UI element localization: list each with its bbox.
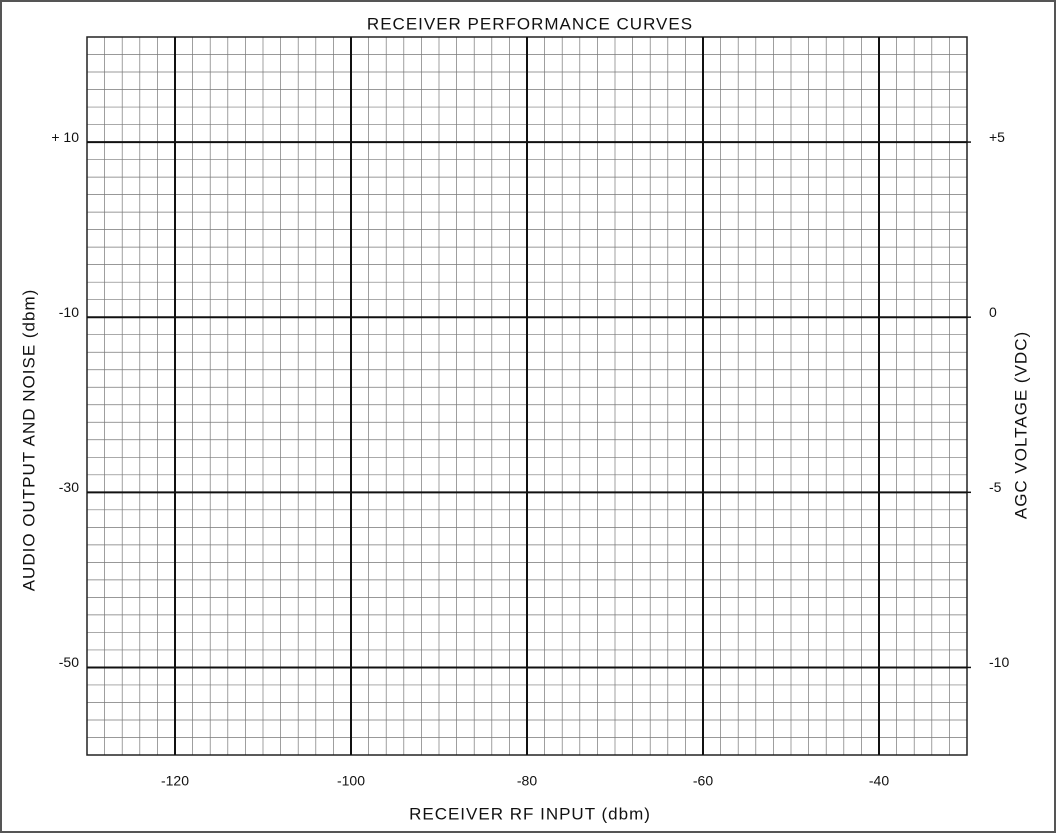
y-axis-label: AUDIO OUTPUT AND NOISE (dbm)	[19, 289, 38, 592]
y-tick-label: + 10	[51, 129, 79, 145]
y-tick-label: -50	[59, 654, 79, 670]
x-axis-label: RECEIVER RF INPUT (dbm)	[409, 804, 651, 823]
x-tick-label: -80	[517, 773, 537, 789]
y2-tick-label: -10	[989, 654, 1009, 670]
x-tick-label: -40	[869, 773, 889, 789]
x-tick-label: -100	[337, 773, 365, 789]
x-tick-label: -60	[693, 773, 713, 789]
x-tick-label: -120	[161, 773, 189, 789]
y-tick-label: -30	[59, 479, 79, 495]
y2-tick-label: 0	[989, 304, 997, 320]
chart-title: RECEIVER PERFORMANCE CURVES	[367, 14, 693, 33]
y2-tick-label: -5	[989, 479, 1002, 495]
y-tick-label: -10	[59, 304, 79, 320]
y2-axis-label: AGC VOLTAGE (VDC)	[1011, 331, 1030, 519]
y2-tick-label: +5	[989, 129, 1005, 145]
